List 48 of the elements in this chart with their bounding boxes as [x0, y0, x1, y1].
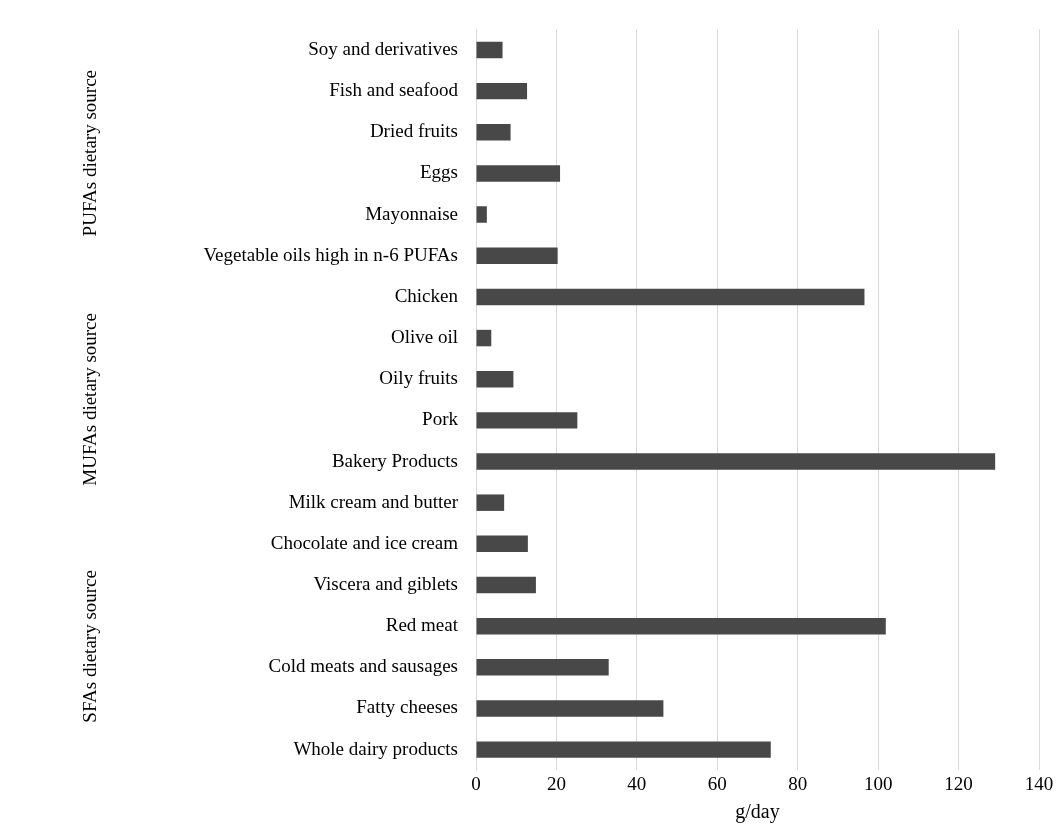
- bar: [476, 412, 578, 429]
- y-tick-label: Fish and seafood: [329, 79, 459, 101]
- x-tick-label: 140: [1024, 772, 1054, 794]
- bar: [476, 700, 664, 717]
- y-tick-label: Soy and derivatives: [308, 37, 458, 59]
- bar: [476, 535, 528, 553]
- y-tick-label: Fatty cheeses: [356, 696, 458, 718]
- y-tick-label: Eggs: [420, 161, 458, 183]
- y-tick-label: Milk cream and butter: [288, 490, 459, 512]
- bar: [476, 206, 487, 223]
- x-tick-label: 60: [707, 772, 727, 794]
- y-tick-label: Chicken: [394, 284, 459, 306]
- y-tick-label: Mayonnaise: [365, 202, 458, 224]
- bar: [476, 617, 886, 635]
- x-tick-label: 0: [471, 772, 481, 794]
- y-tick-label: Cold meats and sausages: [268, 655, 458, 677]
- y-tick-label: Dried fruits: [369, 120, 458, 142]
- x-tick-label: 100: [863, 772, 893, 794]
- bar: [476, 288, 865, 306]
- bar: [476, 370, 514, 388]
- y-tick-label: Olive oil: [390, 326, 458, 348]
- y-tick-label: Whole dairy products: [293, 737, 458, 759]
- text: SFAs dietary source: [79, 570, 101, 724]
- text: PUFAs dietary source: [79, 69, 101, 237]
- y-tick-label: Chocolate and ice cream: [270, 531, 459, 553]
- x-tick-label: 20: [546, 772, 566, 794]
- bar: [476, 124, 511, 141]
- y-tick-label: Bakery Products: [331, 449, 458, 471]
- x-tick-label: 120: [944, 772, 973, 794]
- bar: [476, 576, 536, 594]
- y-tick-label: Viscera and giblets: [313, 572, 458, 594]
- bar: [476, 329, 492, 347]
- x-tick-label: 80: [788, 772, 808, 794]
- bar: [476, 494, 505, 511]
- bar: [476, 659, 609, 676]
- y-tick-label: Red meat: [385, 614, 459, 636]
- bar: [476, 165, 561, 182]
- x-axis-title: g/day: [735, 800, 780, 824]
- y-tick-label: Oily fruits: [379, 367, 458, 389]
- bar: [476, 82, 528, 100]
- x-tick-label: 40: [627, 772, 647, 794]
- text: MUFAs dietary source: [79, 313, 101, 487]
- y-tick-label: Pork: [422, 408, 459, 430]
- bar: [476, 741, 771, 758]
- y-tick-label: Vegetable oils high in n-6 PUFAs: [203, 243, 458, 265]
- bar: [476, 41, 503, 59]
- bar: [476, 247, 558, 264]
- bar: [476, 453, 996, 470]
